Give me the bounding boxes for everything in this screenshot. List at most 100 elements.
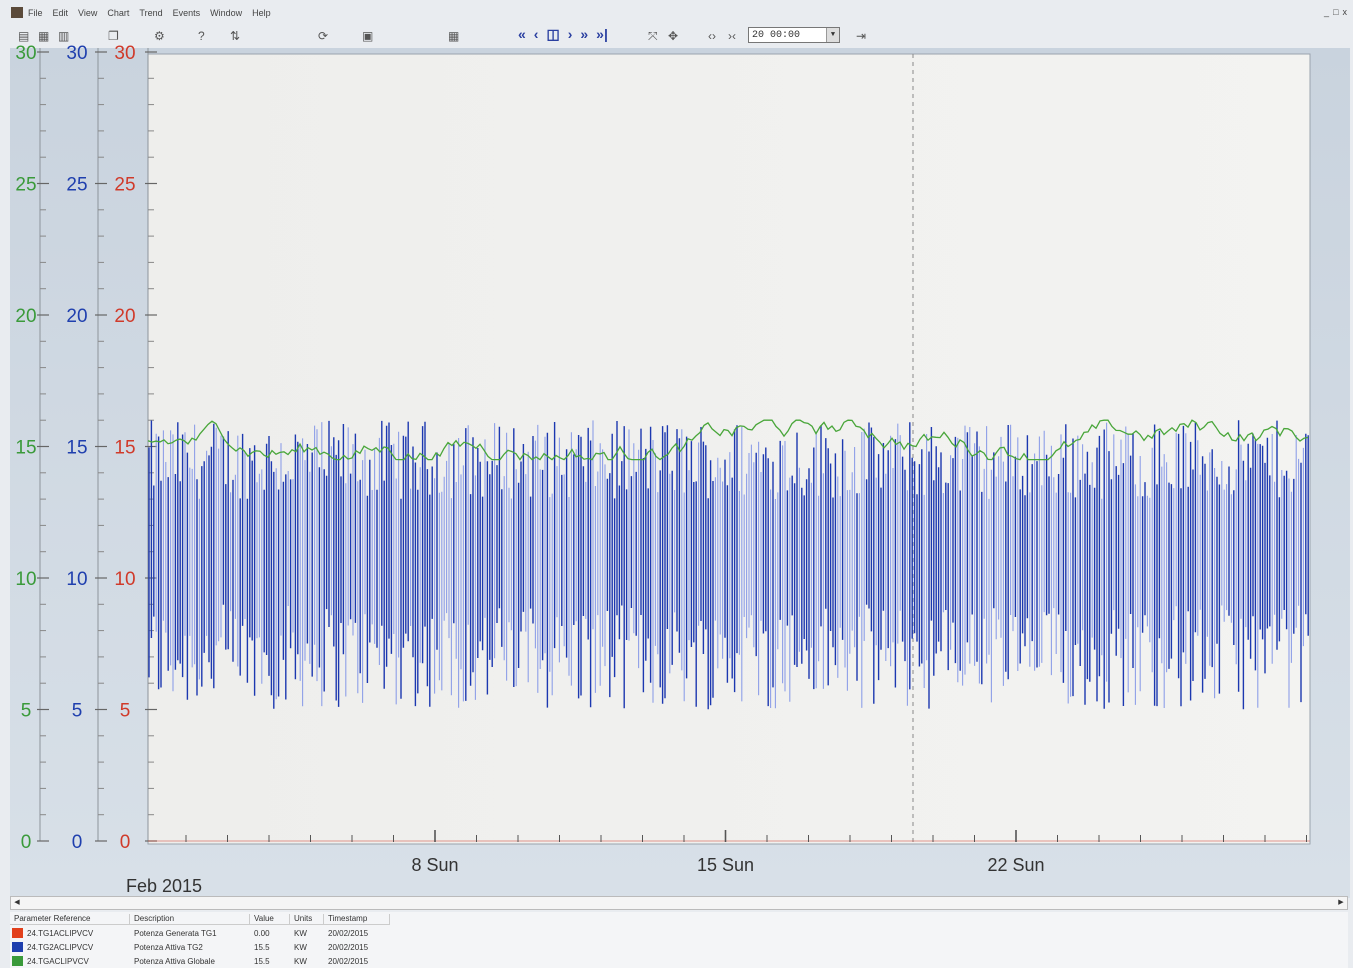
menu-bar: File Edit View Chart Trend Events Window Help _… [8, 4, 1353, 22]
y-tick-label: 15 [15, 438, 36, 459]
y-axis-blue: 0 5 10 15 20 25 30 [66, 43, 107, 853]
legend-cell-units: KW [294, 928, 307, 938]
legend-cell-time: 20/02/2015 [328, 942, 369, 952]
legend-cell-desc: Potenza Generata TG1 [134, 928, 217, 938]
y-tick-label: 10 [66, 569, 87, 590]
open-icon[interactable]: ▤ [18, 29, 30, 43]
sort-icon[interactable]: ⇅ [230, 29, 241, 43]
legend-cell-desc: Potenza Attiva Globale [134, 956, 215, 966]
menu-events[interactable]: Events [172, 8, 201, 18]
print-icon[interactable]: ▥ [58, 29, 70, 43]
next-icon[interactable]: › [567, 26, 573, 42]
y-tick-label: 5 [120, 701, 131, 722]
plot-area [147, 53, 1311, 845]
series-color-swatch [12, 928, 23, 938]
prev-icon[interactable]: ‹ [533, 26, 539, 42]
y-tick-label: 25 [114, 175, 135, 196]
toolbar: ▤ ▦ ▥ ❐ ⚙ ? ⇅ ⟳ ▣ ▦ « ‹ ◫ › » »| ⤧ ✥ ‹› ›‹ ⇥ [8, 24, 1353, 48]
y-tick-label: 10 [15, 569, 36, 590]
scroll-left-icon[interactable]: ◀ [14, 899, 20, 906]
trend-chart: 0 5 10 15 20 25 30 0 5 10 15 20 25 30 0 5 10 15 20 25 30 8 S… [10, 43, 1350, 898]
legend-cell-ref: 24.TG1ACLIPVCV [27, 928, 94, 938]
menu-trend[interactable]: Trend [139, 8, 163, 18]
window-controls: _ □ x [1324, 7, 1347, 17]
menu-file[interactable]: File [28, 8, 43, 18]
legend-row[interactable]: 24.TGACLIPVCV Potenza Attiva Globale 15.5 K… [10, 955, 390, 967]
legend-header-cell[interactable]: Parameter Reference [10, 914, 130, 924]
time-field[interactable]: 20 00:00 ▼ [748, 27, 840, 43]
expand-icon[interactable]: ‹› [708, 29, 716, 43]
series-blue-light [155, 420, 1304, 709]
legend-header-cell[interactable]: Timestamp [324, 914, 390, 924]
legend-cell-ref: 24.TG2ACLIPVCV [27, 942, 94, 952]
copy-icon[interactable]: ❐ [108, 29, 119, 43]
legend-cell-units: KW [294, 956, 307, 966]
legend-cell-value: 15.5 [254, 956, 270, 966]
y-tick-label: 20 [15, 306, 36, 327]
y-tick-label: 0 [120, 832, 131, 853]
last-icon[interactable]: »| [596, 26, 608, 42]
maximize-icon[interactable]: □ [1333, 7, 1339, 17]
series-green-line [147, 419, 1309, 461]
y-tick-label: 5 [72, 701, 83, 722]
y-tick-label: 30 [15, 43, 36, 64]
legend-cell-desc: Potenza Attiva TG2 [134, 942, 203, 952]
first-page-icon[interactable]: « [518, 26, 526, 42]
time-field-value: 20 00:00 [752, 30, 801, 41]
x-tick-label: 8 Sun [411, 855, 458, 875]
series-color-swatch [12, 942, 23, 952]
x-tick-label: 15 Sun [697, 855, 754, 875]
center-icon[interactable]: ◫ [546, 26, 560, 42]
legend-cell-value: 0.00 [254, 928, 270, 938]
legend-cell-ref: 24.TGACLIPVCV [27, 956, 89, 966]
shrink-icon[interactable]: ›‹ [728, 29, 736, 43]
menu-window[interactable]: Window [210, 8, 243, 18]
x-month-label: Feb 2015 [126, 876, 202, 896]
menu-view[interactable]: View [78, 8, 98, 18]
close-icon[interactable]: x [1342, 7, 1348, 17]
zoom-icon[interactable]: ⤧ [648, 29, 658, 43]
x-tick-label: 22 Sun [987, 855, 1044, 875]
y-tick-label: 25 [15, 175, 36, 196]
legend-cell-time: 20/02/2015 [328, 956, 369, 966]
legend-header-cell[interactable]: Units [290, 914, 324, 924]
menu-edit[interactable]: Edit [52, 8, 69, 18]
y-axis-green: 0 5 10 15 20 25 30 [15, 43, 49, 853]
y-tick-label: 0 [21, 832, 32, 853]
y-tick-label: 20 [114, 306, 135, 327]
y-tick-label: 0 [72, 832, 83, 853]
settings-icon[interactable]: ⚙ [154, 29, 165, 43]
legend-header-cell[interactable]: Value [250, 914, 290, 924]
save-icon[interactable]: ▦ [38, 29, 50, 43]
minimize-icon[interactable]: _ [1324, 7, 1330, 17]
goto-icon[interactable]: ⇥ [856, 29, 867, 43]
legend-cell-units: KW [294, 942, 307, 952]
grid-icon[interactable]: ▦ [448, 29, 460, 43]
menu-chart[interactable]: Chart [107, 8, 130, 18]
next-page-icon[interactable]: » [580, 26, 589, 42]
y-tick-label: 10 [114, 569, 135, 590]
legend-row[interactable]: 24.TG2ACLIPVCV Potenza Attiva TG2 15.5 KW 20… [10, 941, 390, 953]
legend-header: Parameter Reference Description Value Units… [10, 914, 390, 925]
chevron-down-icon[interactable]: ▼ [826, 28, 839, 42]
legend-cell-time: 20/02/2015 [328, 928, 369, 938]
window-icon[interactable]: ▣ [362, 29, 374, 43]
legend-header-cell[interactable]: Description [130, 914, 250, 924]
help-icon[interactable]: ? [198, 29, 205, 43]
pan-icon[interactable]: ✥ [668, 29, 679, 43]
nav-buttons: « ‹ ◫ › » »| [518, 26, 608, 46]
y-tick-label: 15 [66, 438, 87, 459]
series-color-swatch [12, 956, 23, 966]
menu-help[interactable]: Help [252, 8, 271, 18]
y-tick-label: 15 [114, 438, 135, 459]
y-tick-label: 25 [66, 175, 87, 196]
series-blue-dark [148, 420, 1309, 710]
legend-cell-value: 15.5 [254, 942, 270, 952]
legend-row[interactable]: 24.TG1ACLIPVCV Potenza Generata TG1 0.00 KW… [10, 927, 390, 939]
y-tick-label: 30 [114, 43, 135, 64]
y-tick-label: 5 [21, 701, 32, 722]
refresh-icon[interactable]: ⟳ [318, 29, 329, 43]
scroll-right-icon[interactable]: ▶ [1338, 899, 1344, 906]
menu-list: File Edit View Chart Trend Events Window Help [28, 8, 271, 18]
horizontal-scrollbar[interactable]: ◀ ▶ [10, 896, 1348, 910]
